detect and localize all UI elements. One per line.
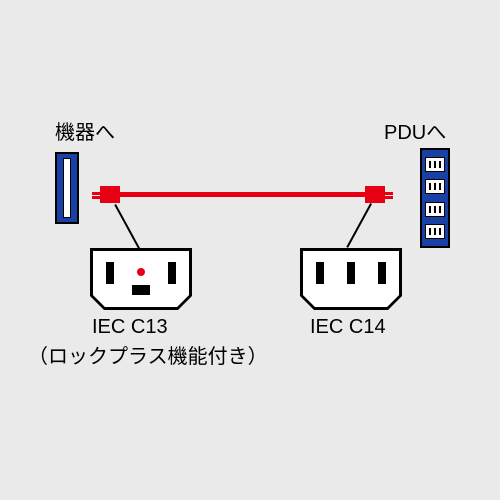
pdu-strip [420, 148, 450, 248]
cable-prong-left-a [92, 192, 100, 195]
pdu-outlet [425, 202, 445, 217]
label-left_note: （ロックプラス機能付き） [28, 340, 268, 369]
leader-line-right [346, 203, 372, 248]
cable-plug-left [100, 186, 120, 203]
label-left_conn: IEC C13 [92, 316, 168, 339]
c14-pin-right [378, 262, 386, 284]
cable-prong-right-a [385, 192, 393, 195]
device-left-inlet [63, 158, 71, 218]
leader-line-left [114, 204, 140, 249]
pdu-outlet [425, 224, 445, 239]
c13-slot-left [106, 262, 114, 284]
cable-plug-right [365, 186, 385, 203]
c13-ground-slot [132, 285, 150, 295]
pdu-outlet [425, 179, 445, 194]
label-right_title: PDUへ [384, 116, 446, 145]
cable-prong-left-b [92, 196, 100, 199]
c14-pin-center [347, 262, 355, 284]
label-left_title: 機器へ [55, 116, 115, 145]
label-right_conn: IEC C14 [310, 316, 386, 339]
c14-pin-left [316, 262, 324, 284]
pdu-outlet [425, 157, 445, 172]
c13-lock-indicator [137, 268, 145, 276]
cable-line [115, 192, 370, 197]
c13-slot-right [168, 262, 176, 284]
cable-prong-right-b [385, 196, 393, 199]
